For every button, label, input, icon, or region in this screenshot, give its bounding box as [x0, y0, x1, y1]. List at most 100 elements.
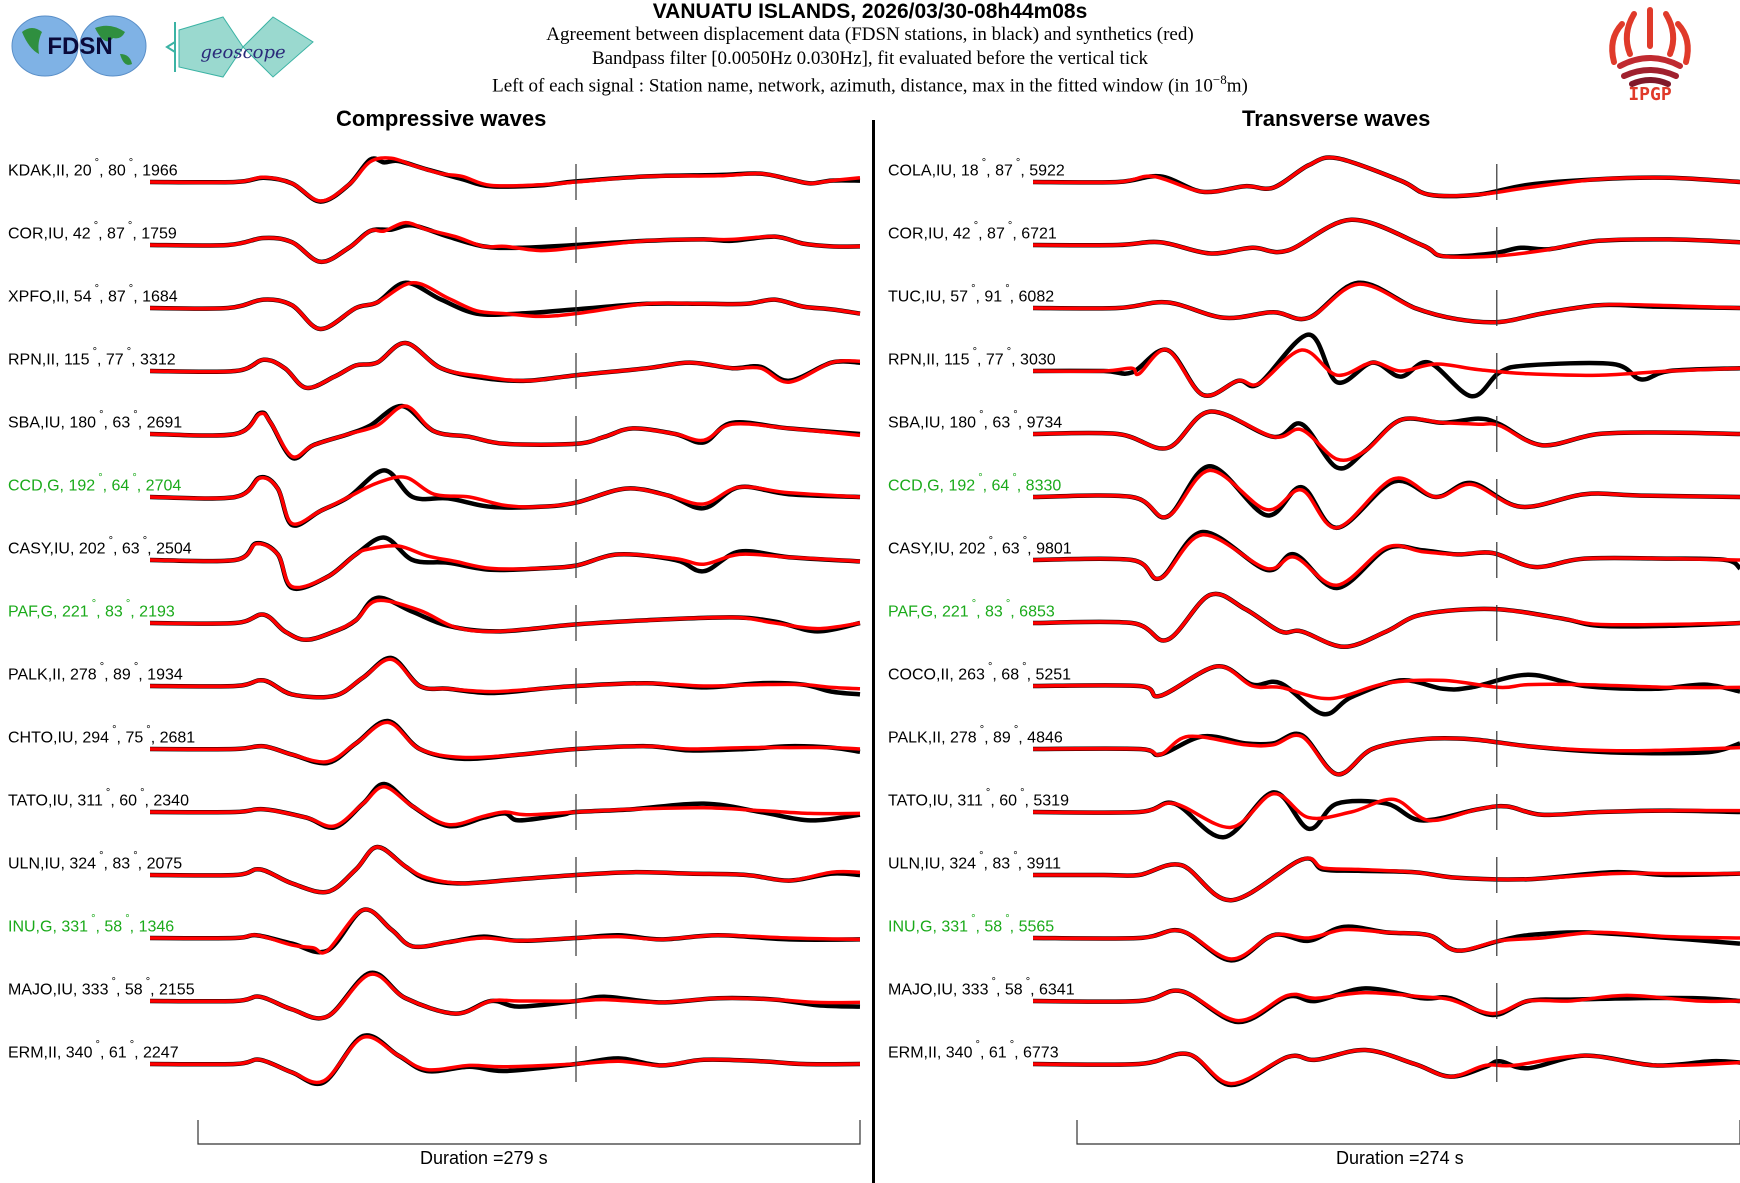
station-label-compressive-rpn: RPN,II, 115 °, 77 °, 3312	[8, 346, 176, 369]
label-sep: ,	[976, 603, 986, 621]
label-distance: 91	[984, 288, 1003, 306]
station-label-compressive-ccd: CCD,G, 192 °, 64 °, 2704	[8, 472, 181, 495]
label-sep: ,	[144, 792, 154, 810]
degree-symbol: °	[968, 283, 976, 295]
label-sep: ,	[116, 729, 126, 747]
label-network: IU,	[57, 729, 83, 747]
label-sep: ,	[993, 540, 1002, 558]
label-distance: 61	[988, 1044, 1007, 1062]
label-max-amplitude: 6853	[1019, 603, 1055, 621]
label-network: G,	[40, 918, 62, 936]
station-label-compressive-chto: CHTO,IU, 294 °, 75 °, 2681	[8, 724, 196, 747]
label-sep: ,	[150, 729, 160, 747]
ipgp-logo: IPGP	[1609, 7, 1691, 104]
label-azimuth: 57	[950, 288, 969, 306]
label-sep: ,	[1012, 225, 1022, 243]
label-network: IU,	[928, 225, 953, 243]
label-distance: 83	[105, 603, 123, 621]
subtitle-exponent: −8	[1212, 72, 1227, 87]
globe-icon	[11, 15, 147, 77]
degree-symbol: °	[976, 409, 984, 421]
label-sep: ,	[113, 540, 122, 558]
label-max-amplitude: 6721	[1021, 225, 1057, 243]
synthetic-waveform-line	[149, 845, 861, 894]
degree-symbol: °	[91, 283, 100, 295]
label-sep: ,	[96, 603, 106, 621]
label-distance: 63	[121, 540, 140, 558]
subtitle-legend: Left of each signal : Station name, netw…	[0, 72, 1740, 97]
synthetic-waveform-line	[1033, 856, 1740, 902]
synthetic-waveform-line	[149, 341, 861, 390]
degree-symbol: °	[108, 976, 116, 988]
synthetic-waveform-line	[149, 657, 861, 700]
label-sep: ,	[132, 225, 142, 243]
station-label-transverse-erm: ERM,II, 340 °, 61 °, 6773	[888, 1039, 1059, 1062]
trace-transverse-casy	[1032, 529, 1740, 591]
degree-symbol: °	[1019, 661, 1027, 673]
trace-transverse-cola	[1032, 155, 1740, 200]
label-sep: ,	[99, 1044, 109, 1062]
label-max-amplitude: 5319	[1033, 792, 1069, 810]
data-waveform-line	[1032, 591, 1740, 650]
degree-symbol: °	[122, 913, 130, 925]
subtitle-filter: Bandpass filter [0.0050Hz 0.030Hz], fit …	[591, 48, 1149, 69]
label-station-name: PAF,	[8, 603, 41, 621]
label-sep: ,	[1024, 792, 1034, 810]
label-sep: ,	[979, 1044, 989, 1062]
station-label-transverse-ccd: CCD,G, 192 °, 64 °, 8330	[888, 472, 1061, 495]
label-network: IU,	[44, 414, 70, 432]
label-sep: ,	[137, 414, 147, 432]
label-network: G,	[927, 477, 949, 495]
label-distance: 61	[108, 1044, 127, 1062]
label-azimuth: 54	[73, 288, 92, 306]
degree-symbol: °	[125, 283, 134, 295]
degree-symbol: °	[130, 850, 138, 862]
label-azimuth: 311	[957, 792, 983, 810]
label-max-amplitude: 2691	[146, 414, 183, 432]
degree-symbol: °	[109, 724, 117, 736]
label-distance: 60	[999, 792, 1018, 810]
label-max-amplitude: 3030	[1020, 351, 1056, 369]
label-sep: ,	[977, 351, 986, 369]
label-network: II,	[46, 351, 65, 369]
label-network: II,	[56, 162, 74, 180]
label-distance: 63	[1001, 540, 1020, 558]
label-distance: 83	[985, 603, 1003, 621]
label-max-amplitude: 1759	[141, 225, 177, 243]
station-label-transverse-coco: COCO,II, 263 °, 68 °, 5251	[888, 661, 1071, 684]
degree-symbol: °	[105, 535, 114, 547]
station-label-transverse-paf: PAF,G, 221 °, 83 °, 6853	[888, 598, 1055, 621]
label-station-name: TATO,	[888, 792, 933, 810]
label-station-name: COCO,	[888, 666, 941, 684]
label-sep: ,	[1020, 162, 1030, 180]
synthetic-waveform-line	[1032, 533, 1740, 587]
trace-transverse-sba	[1032, 409, 1740, 471]
station-label-compressive-palk: PALK,II, 278 °, 89 °, 1934	[8, 661, 183, 684]
label-network: IU,	[924, 414, 950, 432]
label-sep: ,	[115, 981, 125, 999]
trace-compressive-erm	[149, 1033, 861, 1087]
label-max-amplitude: 2504	[156, 540, 192, 558]
label-sep: ,	[99, 288, 108, 306]
trace-transverse-majo	[1032, 983, 1740, 1025]
label-sep: ,	[102, 477, 112, 495]
trace-transverse-inu	[1032, 920, 1740, 963]
label-max-amplitude: 2340	[153, 792, 189, 810]
label-sep: ,	[1026, 666, 1036, 684]
label-sep: ,	[138, 666, 148, 684]
label-max-amplitude: 6082	[1018, 288, 1055, 306]
label-sep: ,	[97, 351, 106, 369]
label-station-name: ERM,	[8, 1044, 48, 1062]
synthetic-waveform-line	[149, 220, 861, 264]
label-max-amplitude: 2681	[159, 729, 196, 747]
label-station-name: INU,	[8, 918, 40, 936]
label-azimuth: 340	[65, 1044, 93, 1062]
duration-bracket-transverse	[1076, 1120, 1740, 1145]
label-station-name: MAJO,	[888, 981, 937, 999]
compressive-waves-title: Compressive waves	[336, 106, 547, 131]
label-station-name: CCD,	[8, 477, 48, 495]
synthetic-waveform-line	[149, 972, 861, 1020]
trace-compressive-tato	[149, 781, 861, 831]
trace-compressive-palk	[149, 655, 861, 704]
trace-transverse-cor	[1032, 217, 1740, 263]
